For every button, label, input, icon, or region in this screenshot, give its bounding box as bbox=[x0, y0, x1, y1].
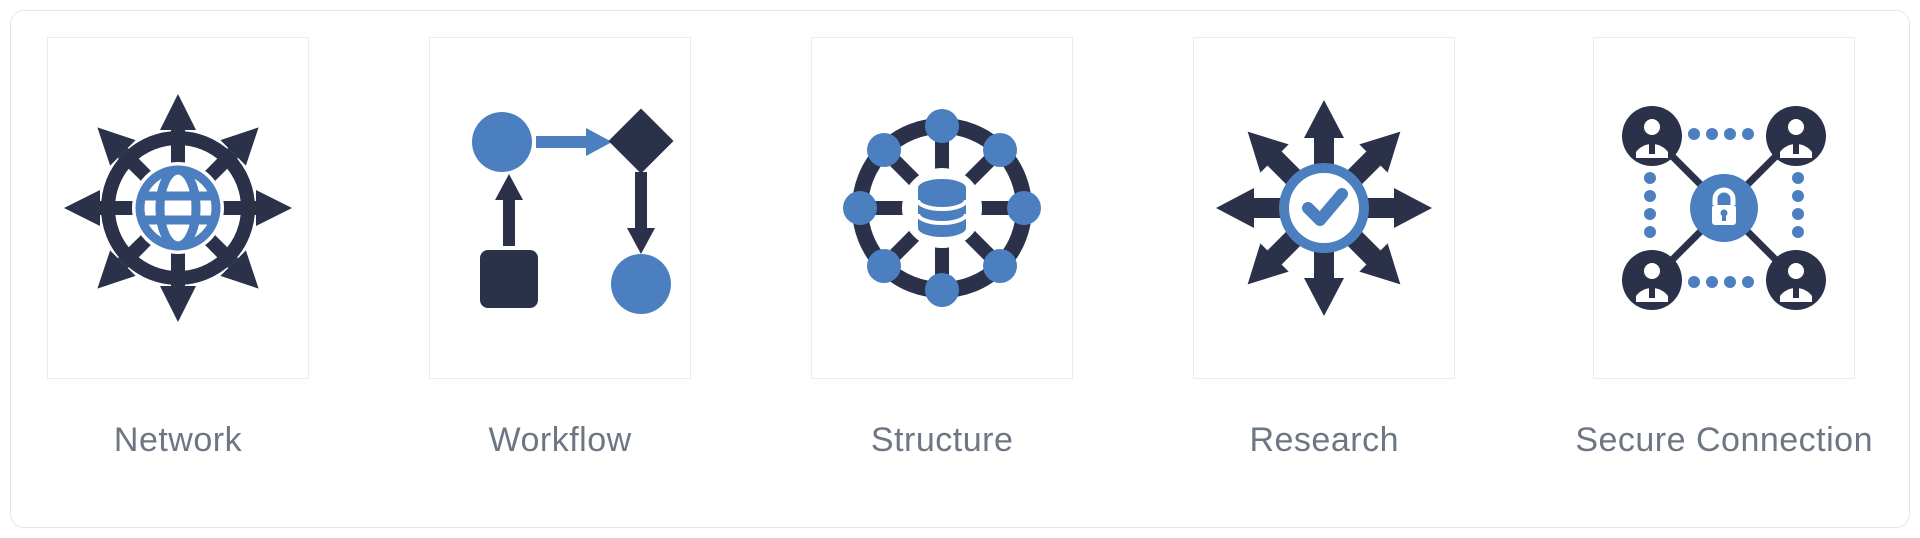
icon-label: Workflow bbox=[488, 421, 631, 460]
icon-cell-network: Network bbox=[47, 37, 309, 460]
research-icon bbox=[1193, 37, 1455, 379]
structure-icon bbox=[811, 37, 1073, 379]
icon-label: Research bbox=[1249, 421, 1399, 460]
icon-label: Structure bbox=[871, 421, 1013, 460]
icon-cell-workflow: Workflow bbox=[429, 37, 691, 460]
network-icon bbox=[47, 37, 309, 379]
icon-cell-research: Research bbox=[1193, 37, 1455, 460]
icon-label: Secure Connection bbox=[1575, 421, 1873, 460]
icon-cell-secure-connection: Secure Connection bbox=[1575, 37, 1873, 460]
icon-set-frame: Network W bbox=[10, 10, 1910, 528]
icon-label: Network bbox=[114, 421, 242, 460]
workflow-icon bbox=[429, 37, 691, 379]
icon-cell-structure: Structure bbox=[811, 37, 1073, 460]
secure-connection-icon bbox=[1593, 37, 1855, 379]
